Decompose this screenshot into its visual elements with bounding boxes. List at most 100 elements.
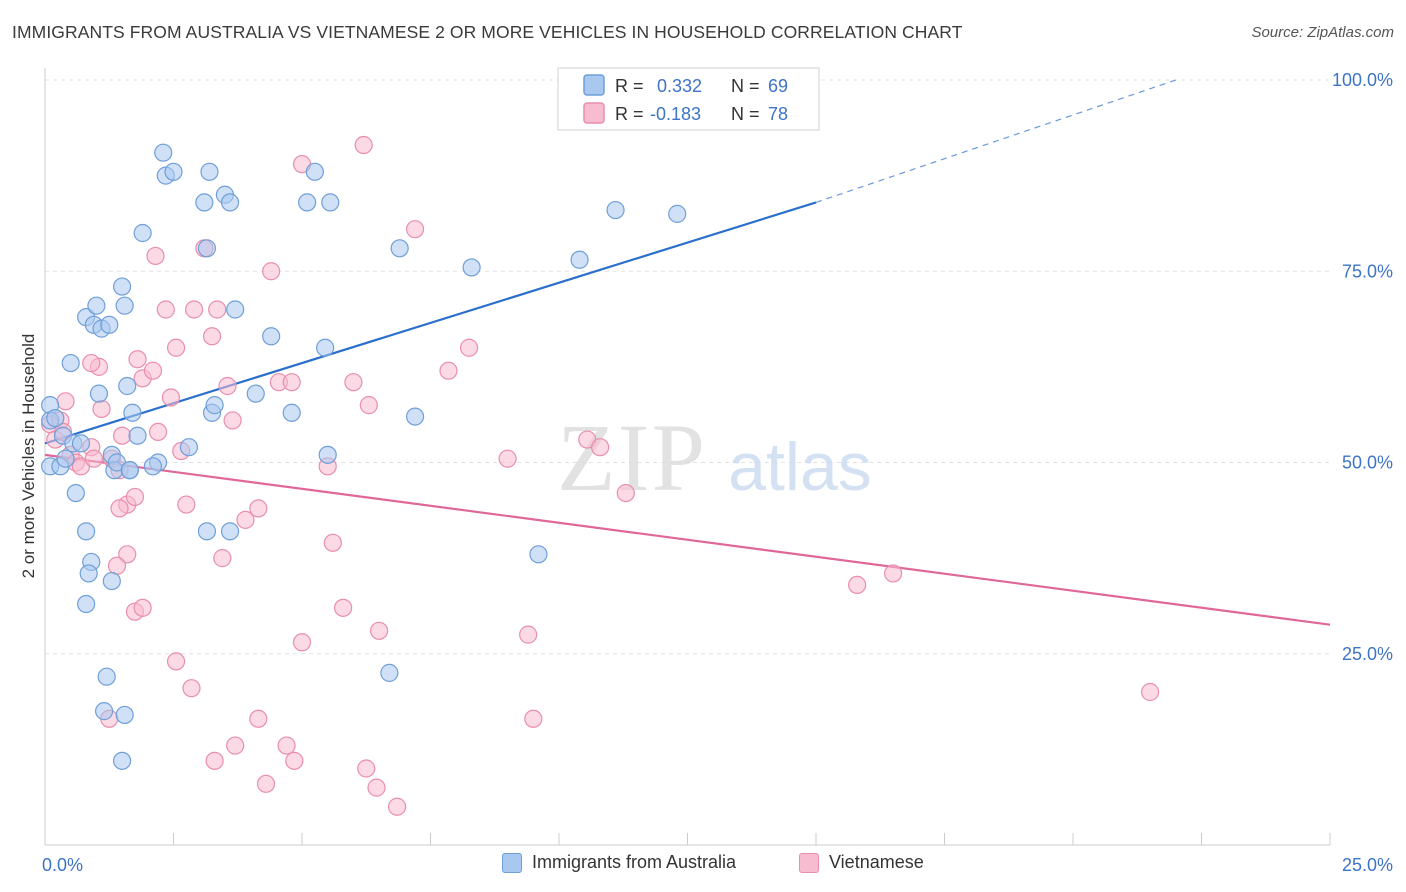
point-vietnamese-61 (166, 652, 186, 671)
point-vietnamese-9 (84, 449, 103, 468)
point-australia-25 (128, 426, 147, 445)
point-australia-32 (195, 193, 214, 212)
point-vietnamese-71 (357, 759, 376, 778)
point-vietnamese-31 (223, 411, 242, 430)
legend-swatch-pink (583, 102, 605, 124)
point-vietnamese-45 (439, 361, 458, 380)
legend-r-label-2: R = (615, 104, 644, 124)
point-vietnamese-69 (292, 633, 312, 652)
point-vietnamese-56 (118, 545, 137, 564)
tick-labels: 25.0% 50.0% 75.0% 100.0% 0.0% 25.0% (42, 70, 1393, 875)
point-vietnamese-19 (143, 361, 163, 380)
legend-box: R = 0.332 N = 69 R = -0.183 N = 78 (557, 67, 820, 131)
point-australia-65 (220, 522, 240, 541)
point-vietnamese-23 (161, 388, 181, 407)
point-vietnamese-64 (226, 736, 245, 755)
point-australia-49 (405, 407, 425, 426)
point-australia-38 (220, 193, 240, 212)
y-tick-label-2: 75.0% (1342, 261, 1393, 281)
y-tick-label-1: 50.0% (1342, 453, 1393, 473)
point-vietnamese-66 (256, 774, 276, 793)
point-australia-15 (100, 315, 119, 334)
point-vietnamese-62 (182, 679, 201, 698)
point-vietnamese-36 (282, 373, 301, 392)
y-tick-label-0: 25.0% (1342, 644, 1393, 664)
point-vietnamese-34 (262, 262, 281, 281)
point-vietnamese-63 (205, 751, 224, 770)
point-vietnamese-49 (524, 709, 543, 728)
point-vietnamese-30 (218, 376, 237, 396)
point-australia-53 (606, 200, 625, 220)
point-vietnamese-14 (112, 426, 132, 445)
point-vietnamese-43 (370, 621, 389, 640)
point-australia-6 (56, 449, 75, 468)
point-vietnamese-26 (184, 300, 204, 319)
legend-n-label-2: N = (731, 104, 760, 124)
x-tick-label-0: 0.0% (42, 855, 83, 875)
point-australia-63 (112, 751, 132, 770)
point-vietnamese-24 (166, 338, 186, 357)
point-australia-52 (570, 250, 589, 269)
point-australia-24 (123, 403, 142, 422)
point-australia-64 (197, 522, 217, 541)
point-australia-26 (133, 223, 152, 243)
point-vietnamese-4 (56, 392, 75, 411)
point-vietnamese-46 (459, 338, 479, 357)
point-vietnamese-32 (236, 510, 255, 529)
point-australia-21 (118, 376, 137, 396)
point-vietnamese-28 (202, 327, 222, 346)
point-vietnamese-52 (616, 484, 635, 503)
bottom-legend-item-vietnamese[interactable]: Vietnamese (799, 852, 924, 873)
point-vietnamese-33 (249, 499, 268, 518)
point-australia-30 (164, 162, 183, 181)
point-australia-58 (102, 571, 121, 591)
point-australia-33 (197, 239, 217, 258)
legend-n-value-1: 69 (768, 76, 788, 96)
point-vietnamese-70 (334, 598, 353, 617)
point-australia-47 (321, 193, 340, 212)
bottom-legend-item-australia[interactable]: Immigrants from Australia (502, 852, 736, 873)
point-australia-60 (97, 667, 116, 686)
bottom-legend-label-australia: Immigrants from Australia (532, 852, 737, 872)
point-vietnamese-20 (146, 246, 165, 266)
point-vietnamese-54 (883, 564, 903, 583)
point-australia-3 (46, 409, 65, 428)
legend-swatch-blue-icon (502, 852, 522, 873)
point-australia-50 (462, 258, 481, 277)
watermark-atlas: atlas (728, 429, 872, 505)
legend-n-label-1: N = (731, 76, 760, 96)
point-australia-42 (282, 403, 301, 422)
trend-line-vietnamese (44, 453, 1331, 626)
axes-layer (44, 68, 1331, 846)
point-vietnamese-39 (323, 533, 342, 552)
point-australia-66 (380, 663, 399, 682)
legend-swatch-blue (583, 74, 605, 96)
point-vietnamese-55 (1140, 682, 1160, 702)
watermark: ZIP atlas (557, 404, 872, 511)
point-vietnamese-29 (208, 300, 227, 319)
point-australia-68 (71, 434, 91, 453)
trend-line-australia-extension (815, 79, 1176, 203)
point-australia-67 (143, 457, 163, 476)
point-vietnamese-51 (591, 438, 610, 457)
point-vietnamese-75 (82, 353, 101, 373)
point-australia-44 (305, 162, 324, 181)
legend-r-value-2: -0.183 (650, 104, 701, 124)
point-vietnamese-41 (354, 135, 373, 155)
point-vietnamese-74 (110, 499, 129, 518)
point-australia-39 (226, 300, 245, 319)
point-australia-61 (95, 702, 114, 721)
legend-r-value-1: 0.332 (657, 76, 702, 96)
point-australia-59 (77, 594, 96, 614)
x-tick-label-1: 25.0% (1342, 855, 1393, 875)
point-australia-23 (120, 461, 139, 480)
point-australia-41 (262, 327, 281, 346)
point-vietnamese-42 (359, 396, 378, 415)
point-vietnamese-67 (277, 736, 296, 755)
bottom-legend-label-vietnamese: Vietnamese (829, 852, 924, 872)
point-vietnamese-47 (498, 449, 517, 468)
point-vietnamese-73 (387, 797, 407, 816)
point-vietnamese-65 (249, 709, 268, 728)
chart-source: Source: ZipAtlas.com (1251, 24, 1394, 41)
